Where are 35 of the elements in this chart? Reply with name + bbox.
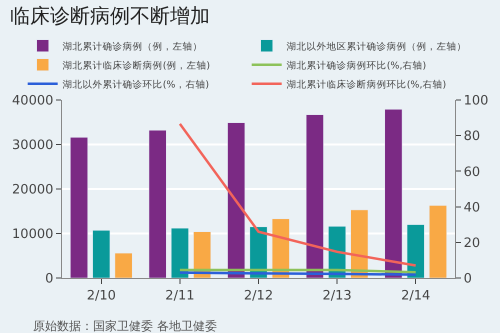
x-tick-label: 2/12 bbox=[244, 288, 274, 304]
legend-label: 湖北累计确诊病例（例，左轴） bbox=[62, 40, 203, 52]
y2-tick-label: 0 bbox=[464, 272, 472, 287]
bar bbox=[171, 228, 189, 278]
legend-label: 湖北以外累计确诊环比(%，右轴) bbox=[62, 78, 210, 90]
bar bbox=[92, 230, 110, 278]
bar bbox=[227, 122, 246, 278]
x-tick-label: 2/10 bbox=[86, 288, 116, 304]
y-tick-label: 0 bbox=[45, 272, 54, 287]
y-tick-label: 20000 bbox=[12, 182, 54, 198]
y2-tick-label: 40 bbox=[464, 200, 480, 216]
bar bbox=[384, 109, 402, 278]
y-tick-label: 10000 bbox=[12, 227, 54, 242]
x-tick-label: 2/14 bbox=[401, 288, 430, 304]
bar bbox=[114, 252, 132, 278]
y-tick-label: 30000 bbox=[12, 138, 54, 154]
text: 原始数据：国家卫健委 各地卫健委 bbox=[33, 319, 217, 333]
legend-label: 湖北累计临床诊断病例(例，左轴) bbox=[62, 59, 210, 72]
chart-title: 临床诊断病例不断增加 bbox=[10, 3, 210, 28]
y2-tick-label: 100 bbox=[464, 94, 488, 109]
y2-tick-label: 60 bbox=[464, 164, 480, 180]
bar bbox=[406, 224, 425, 278]
legend-label: 湖北累计确诊病例环比(%,右轴) bbox=[286, 59, 426, 72]
x-tick-label: 2/13 bbox=[322, 288, 352, 304]
x-tick-label: 2/11 bbox=[165, 288, 194, 304]
legend-label: 湖北以外地区累计确诊病例（例，左轴） bbox=[286, 40, 467, 52]
y2-tick-label: 80 bbox=[464, 129, 480, 144]
y2-tick-label: 20 bbox=[464, 236, 480, 251]
bar bbox=[306, 114, 324, 278]
bar bbox=[148, 130, 167, 278]
bar bbox=[70, 137, 88, 278]
line-series bbox=[178, 122, 417, 267]
y-tick-label: 40000 bbox=[12, 94, 54, 109]
bar bbox=[429, 205, 447, 278]
legend-label: 湖北累计临床诊断病例环比(%,右轴) bbox=[286, 78, 446, 90]
